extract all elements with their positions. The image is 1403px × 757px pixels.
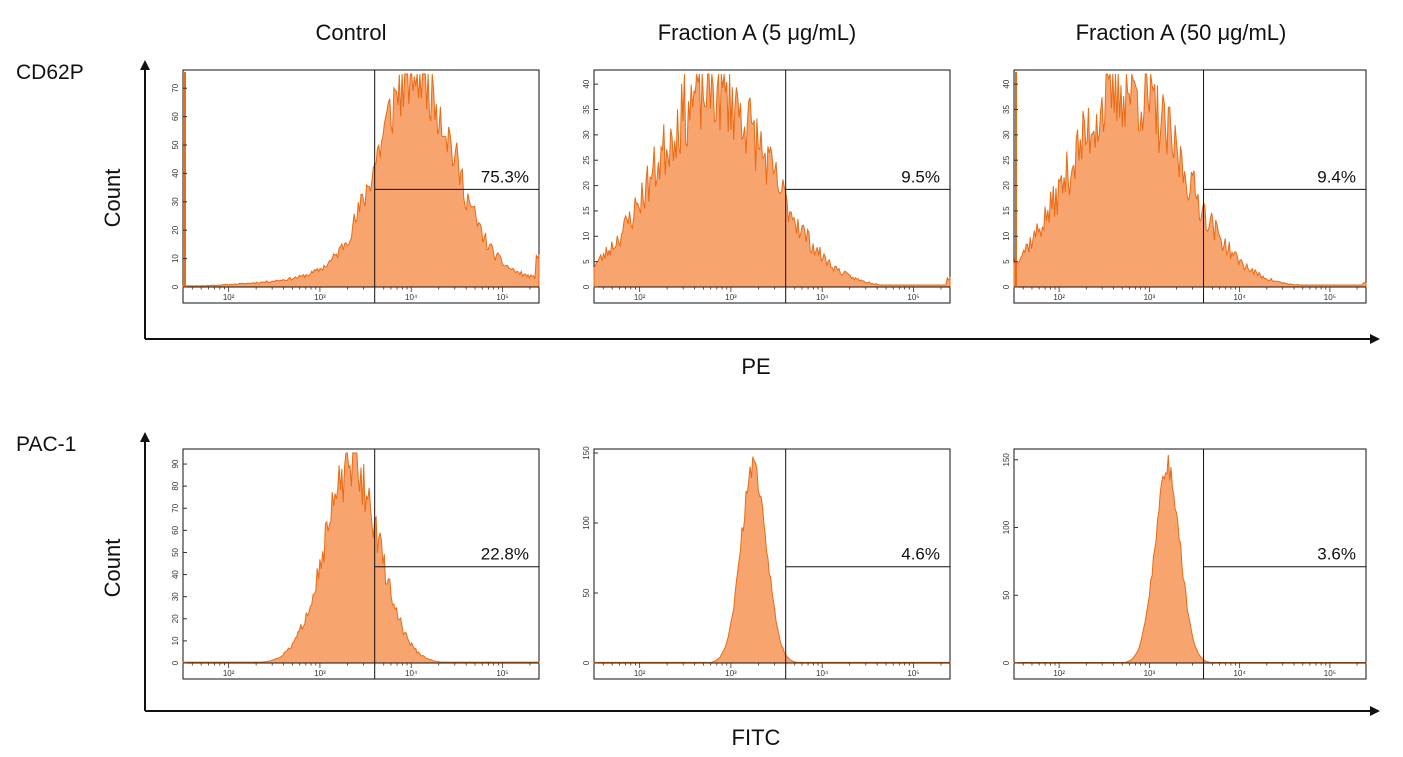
y-tick-label: 30: [171, 197, 180, 206]
x-tick-label: 10²: [1053, 669, 1065, 678]
x-tick-label: 10²: [634, 293, 646, 302]
y-tick-label: 60: [171, 525, 180, 534]
y-tick-label: 10: [1002, 231, 1011, 240]
x-tick-label: 10³: [1144, 293, 1156, 302]
x-tick-label: 10³: [314, 293, 326, 302]
histogram-panel-pac1-fraction-a-50: 3.6% 0 50 100 150 10² 10³ 10⁴ 10⁵: [1002, 448, 1367, 680]
y-tick-label: 15: [1002, 206, 1011, 215]
y-tick-label: 50: [171, 547, 180, 556]
y-tick-label: 0: [582, 284, 591, 289]
histogram-panel-cd62p-fraction-a-50: 9.4% 0 5 10 15 20 25 30 35 40 10² 10³ 10⁴ 10⁵: [1002, 69, 1367, 304]
x-axis-label-fitc: FITC: [732, 725, 781, 750]
y-tick-label: 30: [1002, 130, 1011, 139]
y-tick-label: 0: [1002, 284, 1011, 289]
histogram-panel-pac1-fraction-a-5: 4.6% 0 50 100 150 10² 10³ 10⁴ 10⁵: [582, 446, 951, 680]
x-tick-label: 10⁵: [1324, 293, 1336, 302]
x-tick-label: 10⁴: [405, 669, 418, 678]
histogram-panel-cd62p-control: 75.3% 0 10 20 30 40 50 60 70 10² 10³ 10⁴ 10⁵: [171, 69, 540, 304]
y-tick-label: 40: [171, 168, 180, 177]
y-tick-label: 10: [171, 254, 180, 263]
y-tick-label: 80: [171, 481, 180, 490]
gate-percent-label: 9.4%: [1317, 167, 1356, 186]
x-tick-label: 10⁵: [907, 293, 919, 302]
gate-percent-label: 9.5%: [901, 167, 940, 186]
y-tick-label: 15: [582, 206, 591, 215]
x-tick-label: 10³: [314, 669, 326, 678]
histogram-curve: [182, 73, 540, 288]
y-tick-label: 0: [1002, 660, 1011, 665]
y-tick-label: 5: [1002, 259, 1011, 264]
histogram-curve: [1013, 73, 1367, 288]
gate-percent-label: 4.6%: [901, 545, 940, 564]
x-axis-label-pe: PE: [741, 354, 770, 379]
x-tick-label: 10²: [223, 669, 235, 678]
row-label-cd62p: CD62P: [16, 61, 84, 84]
y-tick-label: 30: [582, 130, 591, 139]
x-tick-label: 10⁴: [816, 293, 829, 302]
gate-percent-label: 75.3%: [481, 167, 529, 186]
y-tick-label: 20: [1002, 181, 1011, 190]
y-tick-label: 70: [171, 83, 180, 92]
y-tick-label: 40: [582, 79, 591, 88]
y-tick-label: 100: [1002, 520, 1011, 534]
y-tick-label: 40: [171, 570, 180, 579]
y-tick-label: 150: [1002, 453, 1011, 467]
y-tick-label: 0: [171, 660, 180, 665]
x-tick-label: 10⁴: [1233, 669, 1246, 678]
x-tick-label: 10⁴: [1233, 293, 1246, 302]
x-tick-label: 10³: [1144, 669, 1156, 678]
x-tick-label: 10⁴: [816, 669, 829, 678]
y-tick-label: 35: [1002, 105, 1011, 114]
x-tick-label: 10³: [725, 669, 737, 678]
x-tick-label: 10²: [1053, 293, 1065, 302]
histogram-curve: [182, 452, 540, 664]
column-title-control: Control: [316, 20, 387, 45]
x-tick-label: 10⁴: [405, 293, 418, 302]
y-tick-label: 0: [582, 660, 591, 665]
x-tick-label: 10⁵: [496, 293, 508, 302]
column-title-fraction-a-5: Fraction A (5 μg/mL): [658, 20, 857, 45]
y-tick-label: 100: [582, 516, 591, 530]
histogram-curve: [593, 73, 951, 288]
histogram-panel-pac1-control: 22.8% 0 10 20 30 40 50 60 70 80 90 10² 10³ 10⁴ 10⁵: [171, 448, 540, 680]
column-title-fraction-a-50: Fraction A (50 μg/mL): [1076, 20, 1287, 45]
y-tick-label: 25: [582, 155, 591, 164]
x-tick-label: 10²: [223, 293, 235, 302]
x-tick-label: 10⁵: [496, 669, 508, 678]
y-tick-label: 5: [582, 259, 591, 264]
y-tick-label: 20: [171, 225, 180, 234]
y-tick-label: 30: [171, 592, 180, 601]
y-tick-label: 25: [1002, 155, 1011, 164]
gate-percent-label: 3.6%: [1317, 545, 1356, 564]
y-tick-label: 40: [1002, 79, 1011, 88]
y-tick-label: 10: [582, 231, 591, 240]
x-tick-label: 10⁵: [1324, 669, 1336, 678]
y-tick-label: 10: [171, 636, 180, 645]
x-tick-label: 10²: [634, 669, 646, 678]
y-axis-label-row2: Count: [100, 539, 125, 598]
y-tick-label: 50: [1002, 590, 1011, 599]
histogram-curve: [593, 456, 951, 664]
y-tick-label: 50: [582, 588, 591, 597]
y-tick-label: 70: [171, 503, 180, 512]
y-tick-label: 150: [582, 446, 591, 460]
y-tick-label: 50: [171, 140, 180, 149]
y-tick-label: 60: [171, 112, 180, 121]
y-tick-label: 35: [582, 105, 591, 114]
row-label-pac-1: PAC-1: [16, 433, 76, 456]
gate-percent-label: 22.8%: [481, 545, 529, 564]
x-tick-label: 10⁵: [907, 669, 919, 678]
histogram-panel-cd62p-fraction-a-5: 9.5% 0 5 10 15 20 25 30 35 40 10² 10³ 10⁴ 10⁵: [582, 69, 951, 304]
y-tick-label: 20: [582, 181, 591, 190]
x-tick-label: 10³: [725, 293, 737, 302]
y-tick-label: 0: [171, 284, 180, 289]
y-tick-label: 90: [171, 459, 180, 468]
y-tick-label: 20: [171, 614, 180, 623]
y-axis-label-row1: Count: [100, 169, 125, 228]
